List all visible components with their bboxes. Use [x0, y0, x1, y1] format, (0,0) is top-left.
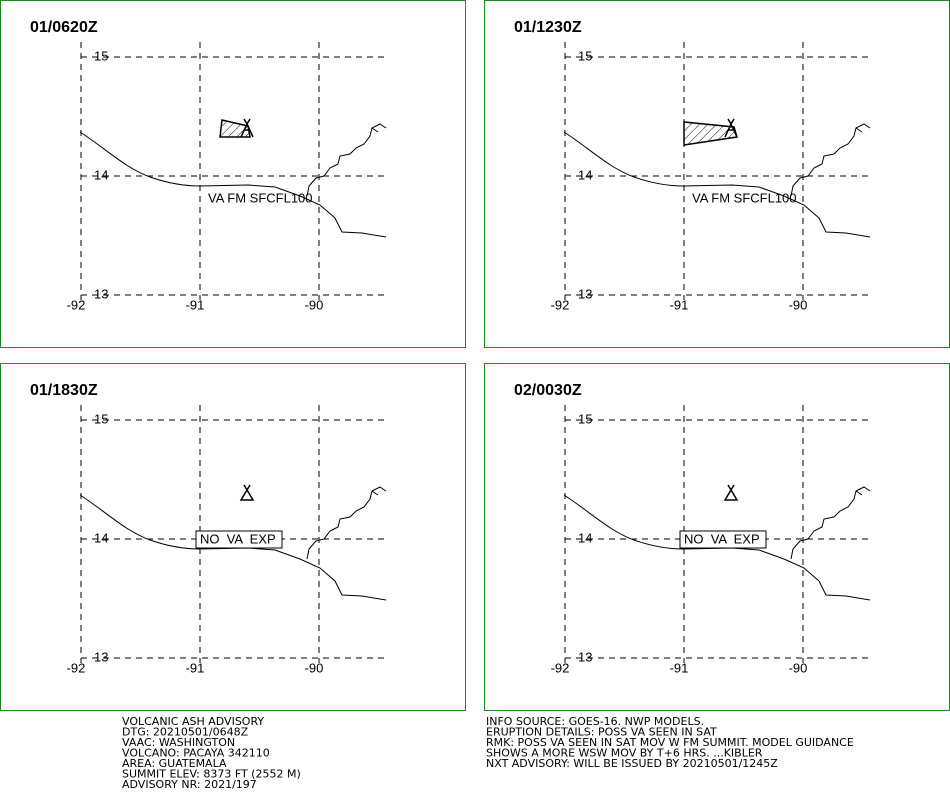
ash-annotation: VA FM SFCFL100 — [692, 190, 797, 205]
lon-label: -91 — [186, 660, 205, 675]
info-line: NXT ADVISORY: WILL BE ISSUED BY 20210501… — [486, 757, 778, 770]
info-line: ERUPTION DETAILS: POSS VA SEEN IN SAT — [486, 726, 717, 739]
lat-label: 14 — [578, 530, 592, 545]
volcano-symbol — [723, 484, 739, 501]
volcano-symbol — [724, 118, 738, 138]
lat-label: 15 — [578, 48, 592, 63]
lon-label: -91 — [670, 297, 689, 312]
lon-label: -90 — [789, 660, 808, 675]
panel-frame — [0, 0, 466, 348]
map-panel: 01/1230Z 15 14 13 -92 -91 -90 VA FM SFCFL100 — [484, 0, 950, 348]
info-line: AREA: GUATEMALA — [122, 757, 227, 770]
border — [306, 486, 387, 560]
lat-label: 14 — [578, 167, 592, 182]
volcano-symbol — [240, 118, 254, 138]
coastline — [563, 131, 871, 238]
info-line: RMK: POSS VA SEEN IN SAT MOV W FM SUMMIT… — [486, 736, 854, 749]
lat-label: 15 — [94, 411, 108, 426]
lon-label: -90 — [789, 297, 808, 312]
info-line: SHOWS A MORE WSW MOV BY T+6 HRS. ...KIBL… — [486, 747, 763, 760]
info-line: VAAC: WASHINGTON — [122, 736, 235, 749]
annotation-box — [679, 530, 767, 549]
border — [790, 486, 871, 560]
info-line: DTG: 20210501/0648Z — [122, 726, 249, 739]
valid-time: 01/0620Z — [30, 19, 98, 36]
lat-label: 13 — [578, 649, 592, 664]
lon-label: -92 — [551, 297, 570, 312]
info-line: ADVISORY NR: 2021/197 — [122, 778, 257, 791]
lat-label: 13 — [578, 286, 592, 301]
info-line: SUMMIT ELEV: 8373 FT (2552 M) — [122, 768, 301, 781]
map-panel: 01/0620Z 15 14 13 -92 -91 -90 VA FM SFCFL100 — [0, 0, 466, 348]
lat-label: 14 — [94, 167, 108, 182]
coastline — [79, 131, 387, 238]
info-line: VOLCANIC ASH ADVISORY — [122, 715, 264, 728]
lon-label: -92 — [67, 660, 86, 675]
lat-label: 13 — [94, 286, 108, 301]
coastline — [79, 494, 387, 601]
no-ash-annotation: NO VA EXP — [200, 531, 276, 546]
map-panel: 02/0030Z 15 14 13 -92 -91 -90 NO VA EXP — [484, 363, 950, 711]
map-panel: 01/1830Z 15 14 13 -92 -91 -90 NO VA EXP — [0, 363, 466, 711]
lon-label: -92 — [67, 297, 86, 312]
panel-frame — [0, 363, 466, 711]
valid-time: 01/1230Z — [514, 19, 582, 36]
border — [306, 123, 387, 197]
no-ash-annotation: NO VA EXP — [684, 531, 760, 546]
lat-label: 15 — [94, 48, 108, 63]
valid-time: 01/1830Z — [30, 382, 98, 399]
volcano-symbol — [239, 484, 255, 501]
lon-label: -90 — [305, 660, 324, 675]
lat-label: 13 — [94, 649, 108, 664]
annotation-box — [195, 530, 283, 549]
border — [790, 123, 871, 197]
lat-label: 14 — [94, 530, 108, 545]
lon-label: -90 — [305, 297, 324, 312]
lon-label: -91 — [186, 297, 205, 312]
lon-label: -92 — [551, 660, 570, 675]
valid-time: 02/0030Z — [514, 382, 582, 399]
ash-annotation: VA FM SFCFL100 — [208, 190, 313, 205]
info-line: VOLCANO: PACAYA 342110 — [122, 747, 270, 760]
lon-label: -91 — [670, 660, 689, 675]
coastline — [563, 494, 871, 601]
info-line: INFO SOURCE: GOES-16. NWP MODELS. — [486, 715, 704, 728]
lat-label: 15 — [578, 411, 592, 426]
